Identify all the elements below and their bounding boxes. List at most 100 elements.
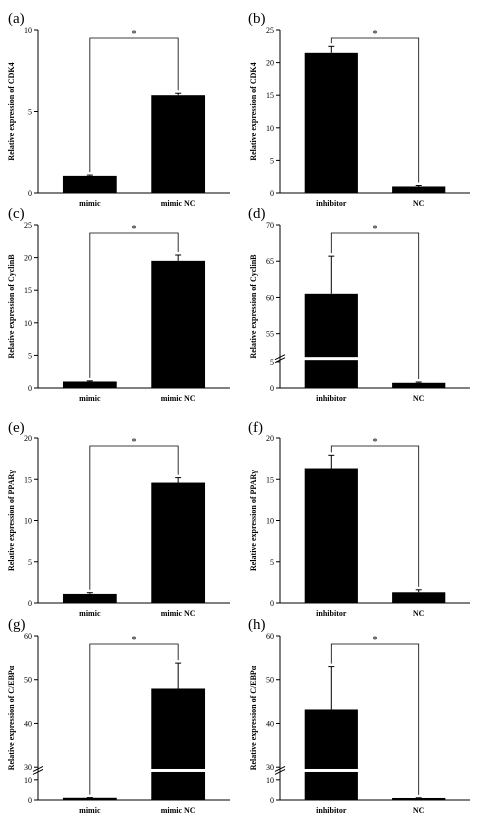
y-tick-label: 5 [270, 156, 274, 165]
y-tick-label: 10 [266, 517, 274, 526]
bar-break-band [303, 357, 359, 361]
bar [392, 382, 446, 388]
y-axis-title: Relative expression of CyclinB [249, 254, 258, 359]
y-axis-title: Relative expression of CyclinB [7, 254, 16, 359]
bar [304, 293, 358, 388]
bar [392, 592, 446, 603]
x-tick-label: mimic NC [161, 806, 196, 815]
y-tick-label: 15 [24, 286, 32, 295]
bar [304, 52, 358, 193]
y-tick-label: 55 [266, 330, 274, 339]
y-tick-label: 5 [270, 358, 274, 367]
y-axis-title: Relative expression of PPARγ [249, 470, 258, 571]
bar-break-band [150, 768, 207, 772]
y-tick-label: 0 [28, 796, 32, 805]
y-tick-label: 0 [270, 599, 274, 608]
x-tick-label: NC [413, 199, 425, 208]
bar-break-band [303, 768, 359, 772]
significance-bracket [89, 643, 179, 795]
axis-break-mark [32, 766, 44, 772]
x-tick-label: NC [413, 806, 425, 815]
x-tick-label: NC [413, 609, 425, 618]
significance-marker: * [132, 437, 137, 448]
y-tick-label: 0 [270, 796, 274, 805]
panel-label: (g) [8, 617, 26, 633]
y-tick-label: 15 [266, 475, 274, 484]
significance-bracket [330, 37, 420, 183]
y-tick-label: 25 [266, 26, 274, 35]
x-tick-label: mimic NC [161, 394, 196, 403]
significance-marker: * [132, 635, 137, 646]
panel-label: (f) [248, 420, 263, 436]
bar [151, 482, 206, 603]
y-tick-label: 30 [24, 763, 32, 772]
axis-break-mark [32, 769, 44, 775]
panel-label: (d) [248, 206, 266, 222]
panel-label: (a) [8, 11, 25, 27]
y-tick-label: 10 [24, 319, 32, 328]
bar [62, 797, 117, 800]
y-axis-title: Relative expression of C/EBPα [7, 665, 16, 770]
significance-marker: * [132, 29, 137, 40]
y-axis-title: Relative expression of C/EBPα [249, 665, 258, 770]
y-tick-label: 0 [28, 384, 32, 393]
y-tick-label: 50 [266, 676, 274, 685]
bar [392, 797, 446, 800]
bar [62, 381, 117, 388]
y-tick-label: 5 [28, 351, 32, 360]
bar [304, 709, 358, 800]
significance-bracket [330, 643, 420, 795]
bar [151, 688, 206, 800]
panel-label: (h) [248, 617, 266, 633]
y-tick-label: 10 [24, 26, 32, 35]
y-tick-label: 5 [28, 108, 32, 117]
y-tick-label: 0 [28, 189, 32, 198]
x-tick-label: inhibitor [316, 394, 347, 403]
y-axis-title: Relative expression of PPARγ [7, 470, 16, 571]
y-axis-title: Relative expression of CDK4 [7, 62, 16, 160]
y-tick-label: 20 [266, 59, 274, 68]
y-tick-label: 60 [266, 293, 274, 302]
bar [392, 186, 446, 193]
y-tick-label: 15 [24, 475, 32, 484]
y-tick-label: 10 [266, 776, 274, 785]
y-tick-label: 5 [270, 558, 274, 567]
axis-break-mark [274, 769, 286, 775]
significance-marker: * [373, 635, 378, 646]
y-tick-label: 20 [266, 434, 274, 443]
y-tick-label: 60 [266, 632, 274, 641]
y-tick-label: 50 [24, 676, 32, 685]
panel-label: (c) [8, 206, 25, 222]
bar [304, 468, 358, 603]
y-tick-label: 20 [24, 434, 32, 443]
y-tick-label: 0 [28, 599, 32, 608]
x-tick-label: inhibitor [316, 806, 347, 815]
x-tick-label: mimic NC [161, 199, 196, 208]
significance-bracket [89, 37, 179, 173]
y-tick-label: 60 [24, 632, 32, 641]
x-tick-label: inhibitor [316, 199, 347, 208]
significance-marker: * [132, 224, 137, 235]
y-tick-label: 10 [266, 124, 274, 133]
bar [62, 175, 117, 193]
x-tick-label: inhibitor [316, 609, 347, 618]
bar [151, 95, 206, 193]
y-tick-label: 30 [266, 763, 274, 772]
y-tick-label: 5 [28, 558, 32, 567]
y-tick-label: 70 [266, 221, 274, 230]
axis-break-mark [274, 354, 286, 361]
y-tick-label: 25 [24, 221, 32, 230]
y-tick-label: 65 [266, 257, 274, 266]
y-axis-title: Relative expression of CDK4 [249, 62, 258, 160]
x-tick-label: mimic [79, 199, 101, 208]
significance-bracket [89, 232, 179, 378]
panel-label: (b) [248, 11, 266, 27]
significance-bracket [330, 232, 420, 380]
y-tick-label: 0 [270, 189, 274, 198]
x-tick-label: mimic [79, 609, 101, 618]
x-tick-label: NC [413, 394, 425, 403]
y-tick-label: 20 [24, 254, 32, 263]
y-tick-label: 15 [266, 91, 274, 100]
bar [62, 593, 117, 603]
